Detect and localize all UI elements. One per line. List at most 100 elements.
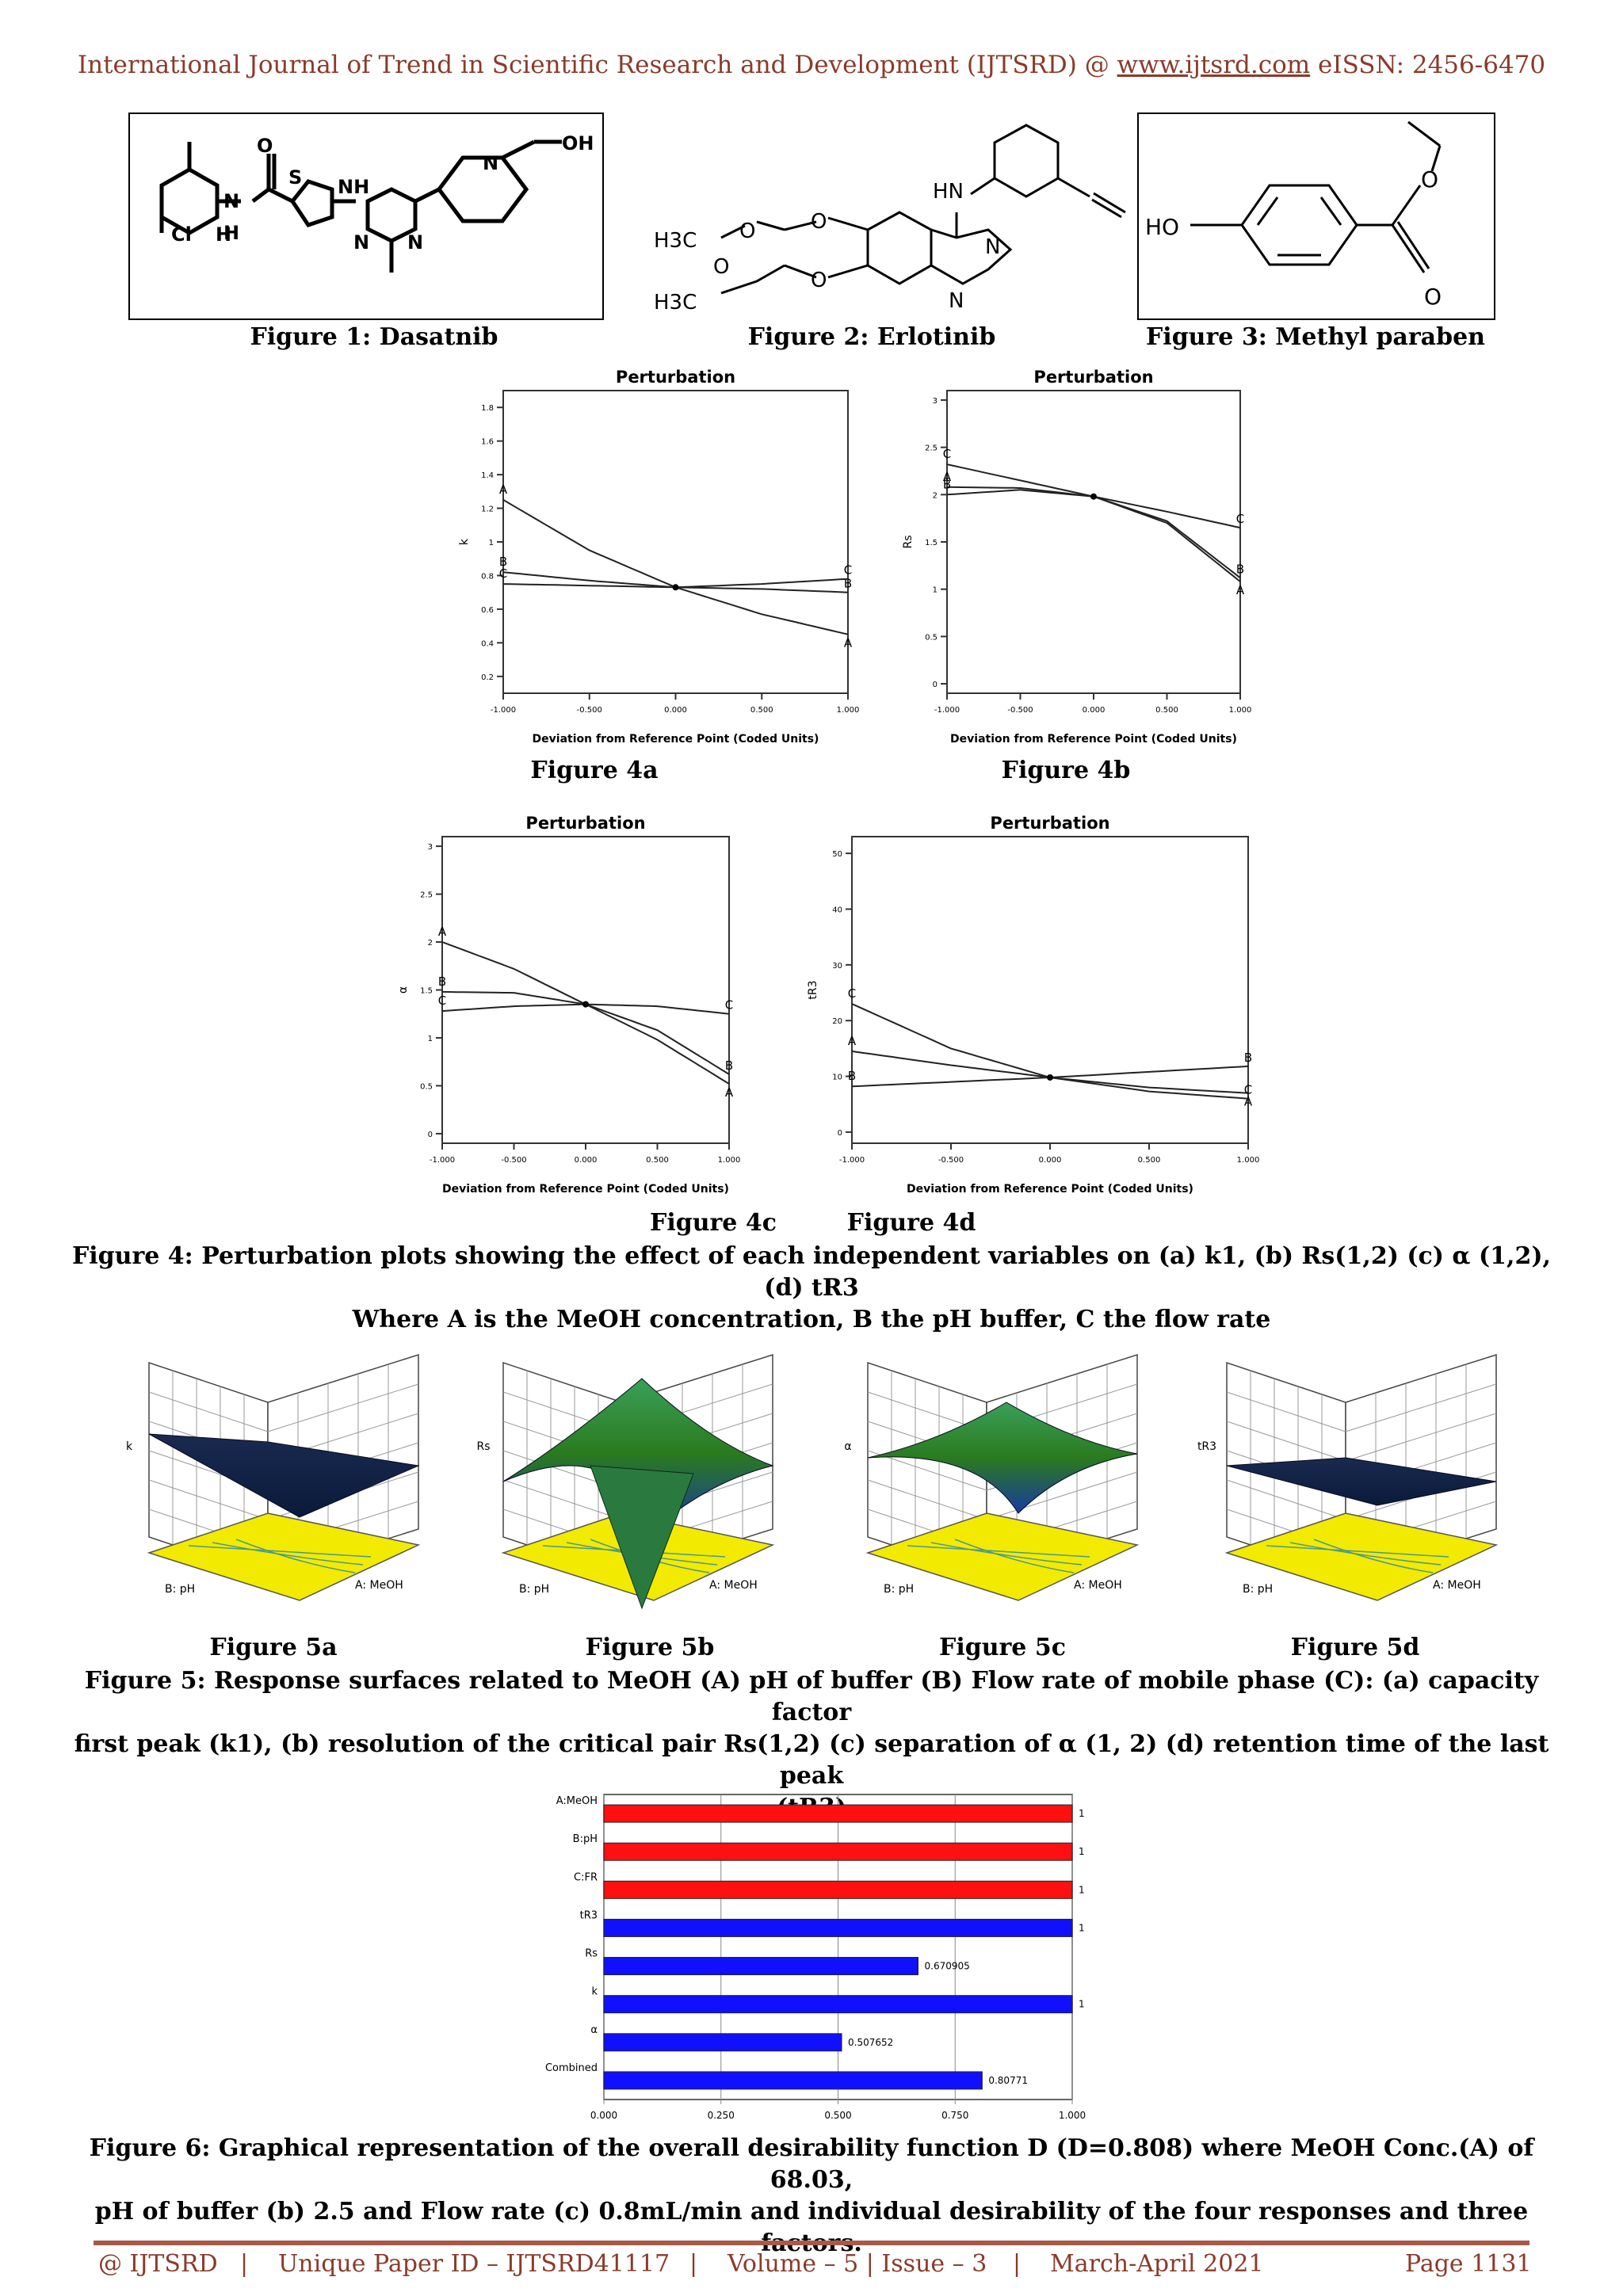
figure-4d-chart: Perturbation 0 10 20 30 40 50 -1.000 -0.500 0.000… [807,814,1260,1196]
figure-6-caption: Figure 6: Graphical representation of th… [63,2133,1560,2260]
y-tick-label: 20 [832,1017,842,1026]
grid-line [1345,1413,1497,1462]
series-label-end: A [844,636,853,650]
series-label-start: B [943,477,951,491]
figure-4-caption-line1: Figure 4: Perturbation plots showing the… [71,1242,1551,1302]
erlotinib-label: HN [933,180,964,204]
dasatinib-label: NH [338,176,369,198]
y-tick-label: 1.8 [481,404,494,413]
y-tick-label: 2.5 [420,891,433,900]
figure-4-caption-line2: Where A is the MeOH concentration, B the… [352,1306,1271,1333]
series-label-start: C [943,447,951,461]
methyl-paraben-drawing: HO O O [1145,120,1442,310]
x-tick-label: -1.000 [934,706,960,715]
dasatinib-label: H [223,222,239,244]
series-label-end: A [1236,583,1245,597]
figure-4c-caption: Figure 4c [650,1209,777,1237]
y-tick-label: 3 [428,843,433,852]
x-axis-label: Deviation from Reference Point (Coded Un… [907,1183,1193,1196]
erlotinib-label: N [985,235,1000,259]
bar-value-label: 0.80771 [988,2075,1028,2086]
y-axis-label: B: pH [519,1583,549,1596]
y-tick-label: 1 [489,539,494,547]
y-tick-label: 0.5 [420,1082,433,1091]
bar-category-label: Combined [545,2062,598,2074]
grid-line [267,1383,419,1432]
x-axis-label: A: MeOH [355,1579,403,1592]
x-tick-label: 1.000 [1237,1156,1260,1165]
erlotinib-label: O [713,255,729,279]
contour-line [907,1545,1090,1558]
y-tick-label: 1.4 [481,471,494,480]
journal-link[interactable]: www.ijtsrd.com [1117,51,1311,79]
desirability-bar [603,1918,1073,1937]
series-label-start: A [438,925,447,939]
x-tick-label: 1.000 [718,1156,741,1165]
desirability-bar [603,1995,1073,2014]
footer-separator: | [240,2250,249,2278]
dasatinib-label: N [223,190,239,212]
x-tick-label: 0.500 [750,706,773,715]
erlotinib-label: H3C [654,229,697,253]
figure-1-caption: Figure 1: Dasatnib [250,323,498,351]
x-tick-label: -0.500 [577,706,602,715]
contour-plane [1224,1512,1499,1601]
bar-value-label: 1 [1079,1999,1085,2010]
grid-line [867,1479,987,1520]
y-tick-label: 0.4 [481,639,494,648]
y-tick-label: 0 [428,1131,433,1139]
series-label-start: C [438,994,446,1008]
y-tick-label: 0.6 [481,606,494,615]
x-tick-label: 0.500 [646,1156,669,1165]
y-tick-label: 40 [832,906,842,914]
series-label-end: C [725,998,733,1013]
series-label-start: B [848,1069,856,1083]
dasatinib-drawing: O S NH N OH N H Cl H N N [159,132,594,273]
figure-5a-caption: Figure 5a [209,1634,338,1661]
dasatinib-label: S [288,166,302,189]
chart-title: Perturbation [990,814,1109,833]
bar-category-label: B:pH [573,1833,598,1845]
series-line-A [441,941,730,1085]
x-tick-label: 0.000 [1039,1156,1062,1165]
bar-value-label: 0.670905 [925,1961,970,1972]
erlotinib-label: H3C [654,291,697,315]
bar-value-label: 1 [1079,1922,1085,1933]
figure-5-caption: Figure 5: Response surfaces related to M… [63,1665,1560,1824]
y-tick-label: 2 [428,939,433,948]
x-tick-label: 1.000 [837,706,860,715]
series-line-A [946,486,1241,582]
methyl-paraben-label: O [1421,166,1438,193]
y-tick-label: 1 [933,586,938,595]
desirability-bar [603,1804,1073,1823]
bar-category-label: k [591,1986,598,1998]
x-tick-label: 0.500 [1138,1156,1161,1165]
desirability-bar [603,2071,983,2090]
contour-plane [147,1512,421,1601]
desirability-bar [603,1842,1073,1861]
y-tick-label: 1.6 [481,438,494,447]
y-tick-label: 1.5 [925,539,938,547]
grid-line [148,1391,269,1432]
dasatinib-label: N [407,231,423,254]
series-label-end: B [1236,562,1244,576]
y-axis-label: α [397,986,410,994]
figure-5b-caption: Figure 5b [585,1634,715,1661]
y-tick-label: 50 [832,850,842,859]
y-axis-label: B: pH [165,1583,195,1596]
figure-3-caption: Figure 3: Methyl paraben [1146,323,1485,351]
series-label-end: C [1244,1083,1252,1097]
x-axis-label: A: MeOH [709,1579,758,1592]
journal-name: International Journal of Trend in Scient… [77,51,1117,79]
x-tick-label: 1.000 [1059,2110,1086,2121]
erlotinib-label: O [811,210,827,234]
figure-6-caption-line1: Figure 6: Graphical representation of th… [89,2134,1534,2194]
series-label-start: A [848,1034,857,1048]
series-label-start: C [499,566,507,581]
bar-value-label: 1 [1079,1884,1085,1895]
series-line-B [946,489,1241,579]
response-surface [867,1402,1138,1514]
y-tick-label: 1 [428,1035,433,1043]
desirability-bar [603,2033,842,2052]
contour-line [212,1542,364,1566]
